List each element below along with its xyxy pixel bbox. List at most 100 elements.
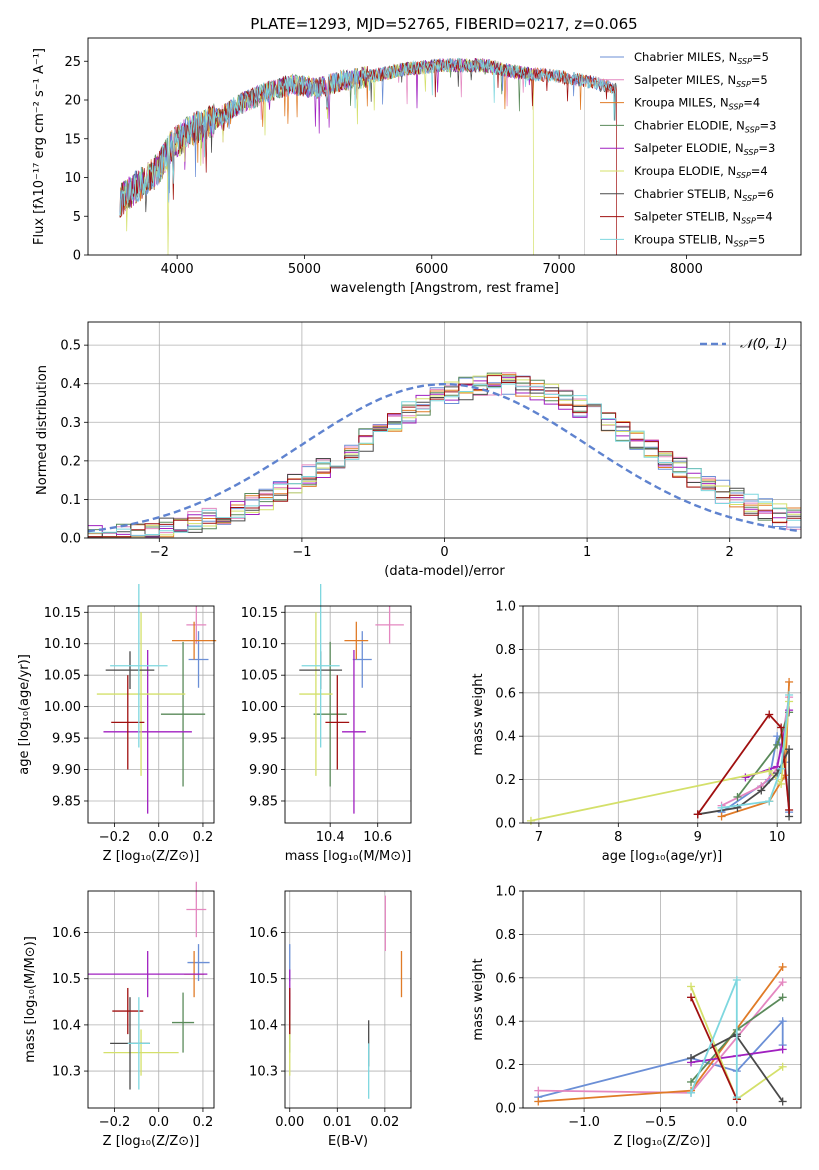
y-tick-label: 9.95 bbox=[52, 732, 81, 747]
axes-frame bbox=[284, 605, 412, 824]
weight-marker bbox=[778, 1097, 787, 1106]
x-axis-label: Z [log₁₀(Z/Z⊙)] bbox=[103, 1134, 200, 1149]
y-tick-label: 10.6 bbox=[249, 926, 278, 941]
y-tick-label: 10.00 bbox=[241, 700, 278, 715]
legend-label: Salpeter ELODIE, NSSP=3 bbox=[634, 141, 775, 157]
weight-marker bbox=[778, 1045, 787, 1054]
weight-marker bbox=[777, 723, 786, 732]
y-tick-label: 10.10 bbox=[44, 637, 81, 652]
y-tick-label: 10.00 bbox=[44, 700, 81, 715]
weight-line bbox=[690, 996, 738, 1100]
x-tick-label: 0.01 bbox=[323, 1115, 352, 1130]
y-tick-label: 10.3 bbox=[52, 1065, 81, 1080]
panel-4: 7 8 9 10 0.0 0.2 0.4 0.6 0.8 1.0 age [log₁₀(age/yr… bbox=[471, 600, 802, 864]
errorbar-point bbox=[127, 997, 150, 1090]
errorbar-point bbox=[96, 612, 186, 776]
y-tick-label: 1.0 bbox=[495, 600, 516, 615]
x-tick-label: 6000 bbox=[415, 262, 448, 277]
y-axis-label: mass weight bbox=[471, 673, 486, 755]
y-tick-label: 10.5 bbox=[249, 972, 278, 987]
y-tick-label: 0.8 bbox=[495, 928, 516, 943]
plot-area bbox=[119, 57, 617, 255]
errorbar-point bbox=[344, 621, 369, 660]
legend-label: Salpeter MILES, NSSP=5 bbox=[634, 73, 768, 89]
x-axis-label: age [log₁₀(age/yr)] bbox=[602, 849, 723, 864]
weight-marker bbox=[687, 993, 696, 1002]
y-tick-label: 10.05 bbox=[44, 669, 81, 684]
y-tick-label: 10.5 bbox=[52, 972, 81, 987]
errorbar-point bbox=[186, 606, 207, 644]
y-tick-label: 0.4 bbox=[495, 730, 516, 745]
weight-marker bbox=[778, 962, 787, 971]
x-tick-label: 0.00 bbox=[275, 1115, 304, 1130]
y-tick-label: 0.4 bbox=[60, 377, 81, 392]
weight-marker bbox=[732, 1093, 741, 1102]
errorbar-point bbox=[325, 675, 350, 770]
x-tick-label: 0.2 bbox=[193, 830, 214, 845]
weight-marker bbox=[687, 1077, 696, 1086]
x-tick-label: 8000 bbox=[670, 262, 703, 277]
legend-label: Kroupa MILES, NSSP=4 bbox=[634, 96, 760, 112]
weight-line bbox=[697, 748, 790, 817]
weight-marker bbox=[778, 993, 787, 1002]
y-tick-label: 0.6 bbox=[495, 971, 516, 986]
errorbar-point bbox=[352, 631, 372, 688]
x-tick-label: 10.6 bbox=[363, 830, 392, 845]
y-axis-label: Flux [fλ10⁻¹⁷ erg cm⁻² s⁻¹ A⁻¹] bbox=[32, 48, 47, 245]
x-tick-label: 7000 bbox=[543, 262, 576, 277]
x-tick-label: 0.02 bbox=[370, 1115, 399, 1130]
errorbar-point bbox=[313, 641, 347, 787]
plot-area bbox=[289, 895, 403, 1099]
x-tick-label: −0.2 bbox=[99, 1115, 131, 1130]
weight-marker bbox=[785, 690, 794, 699]
x-tick-label: 9 bbox=[694, 830, 702, 845]
y-tick-label: 9.90 bbox=[249, 763, 278, 778]
normal-curve bbox=[88, 382, 801, 533]
y-tick-label: 0.8 bbox=[495, 643, 516, 658]
weight-marker bbox=[757, 786, 766, 795]
weight-marker bbox=[733, 792, 742, 801]
panel-5: −0.2 0.0 0.2 10.3 10.4 10.5 10.6 Z [log₁₀(Z/Z⊙)… bbox=[23, 881, 215, 1149]
y-tick-label: 10.4 bbox=[249, 1018, 278, 1033]
x-tick-label: 0.2 bbox=[193, 1115, 214, 1130]
y-tick-label: 1.0 bbox=[495, 885, 516, 900]
panel-0: 4000 5000 6000 7000 8000 0 5 10 15 20 25 wavelength… bbox=[32, 37, 802, 296]
x-tick-label: −1.0 bbox=[568, 1115, 600, 1130]
y-tick-label: 10.4 bbox=[52, 1018, 81, 1033]
errorbar-point bbox=[172, 992, 195, 1053]
x-axis-label: (data-model)/error bbox=[384, 564, 505, 579]
y-tick-label: 0.0 bbox=[60, 532, 81, 547]
errorbar-point bbox=[105, 651, 155, 690]
y-tick-label: 0.2 bbox=[60, 454, 81, 469]
legend-label: Chabrier STELIB, NSSP=6 bbox=[634, 187, 774, 203]
y-axis-label: age [log₁₀(age/yr)] bbox=[17, 654, 32, 775]
errorbar-point bbox=[112, 987, 144, 1035]
x-tick-label: 0 bbox=[440, 545, 448, 560]
x-tick-label: 1 bbox=[583, 545, 591, 560]
x-tick-label: 7 bbox=[535, 830, 543, 845]
legend-label: 𝒩(0, 1) bbox=[740, 337, 787, 352]
errorbar-point bbox=[342, 650, 366, 814]
y-tick-label: 10.15 bbox=[44, 606, 81, 621]
axes-frame bbox=[522, 890, 802, 1109]
histogram-salpeter-stelib bbox=[88, 375, 801, 538]
weight-marker bbox=[765, 766, 774, 775]
histogram-kroupa-stelib bbox=[88, 383, 801, 536]
plot-area bbox=[88, 881, 210, 1090]
errorbar-point bbox=[172, 621, 217, 660]
weight-marker bbox=[534, 1086, 543, 1095]
y-tick-label: 0.6 bbox=[495, 686, 516, 701]
x-tick-label: −1 bbox=[292, 545, 311, 560]
x-axis-label: Z [log₁₀(Z/Z⊙)] bbox=[614, 1134, 711, 1149]
x-tick-label: −0.5 bbox=[645, 1115, 677, 1130]
x-axis-label: E(B-V) bbox=[328, 1134, 368, 1149]
spectrum-kroupa-elodie bbox=[119, 58, 534, 255]
legend-label: Salpeter STELIB, NSSP=4 bbox=[634, 210, 773, 226]
legend: Chabrier MILES, NSSP=5 Salpeter MILES, NS… bbox=[600, 50, 776, 248]
errorbar-point bbox=[103, 1029, 179, 1076]
weight-line bbox=[721, 696, 790, 807]
legend-label: Chabrier ELODIE, NSSP=3 bbox=[634, 118, 776, 134]
weight-marker bbox=[765, 710, 774, 719]
y-tick-label: 0.5 bbox=[60, 339, 81, 354]
weight-marker bbox=[765, 797, 774, 806]
